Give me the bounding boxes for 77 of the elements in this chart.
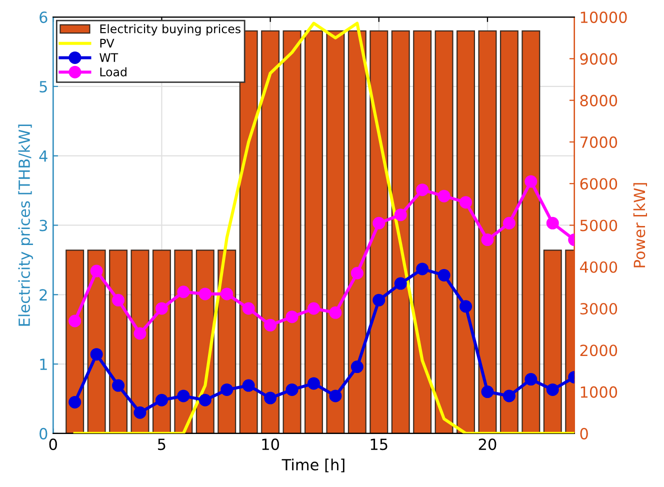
point	[502, 390, 516, 402]
y-tick-label: 2	[40, 289, 47, 300]
point	[460, 196, 472, 209]
y-axis-title: Electricity prices [THB/kW]	[18, 124, 33, 326]
point	[460, 300, 472, 313]
point	[394, 277, 407, 290]
point	[220, 288, 234, 300]
point	[242, 302, 255, 315]
y-tick-label: 1	[40, 358, 47, 370]
y2-tick-label: 5000	[580, 220, 618, 232]
point	[198, 288, 212, 300]
point	[90, 348, 103, 361]
y-tick-label: 3	[40, 220, 48, 232]
point	[329, 390, 342, 402]
point	[177, 390, 190, 402]
point	[286, 383, 298, 396]
point	[372, 294, 386, 306]
y2-tick-label: 8000	[580, 94, 618, 106]
legend-label: Load	[100, 67, 126, 76]
legend-label: Electricity buying prices	[100, 24, 240, 36]
point	[307, 377, 320, 390]
point	[198, 394, 212, 406]
point	[481, 386, 494, 398]
point	[416, 184, 429, 196]
x-tick-label: 10	[262, 438, 280, 450]
point	[264, 392, 277, 404]
y2-tick-label: 2000	[580, 344, 618, 356]
point	[155, 394, 168, 406]
x-tick-label: 15	[370, 438, 388, 450]
point	[350, 360, 364, 374]
point	[416, 262, 429, 276]
y-tick-label: 6	[40, 12, 48, 24]
y2-tick-label: 10000	[580, 12, 627, 24]
y2-tick-label: 3000	[580, 302, 618, 315]
point	[438, 190, 450, 202]
legend-label: PV	[100, 38, 114, 48]
point	[372, 216, 386, 230]
point	[155, 302, 168, 315]
y-tick-label: 0	[40, 428, 48, 440]
point	[524, 373, 538, 386]
point	[264, 318, 277, 332]
y2-tick-label: 0	[580, 428, 588, 440]
point	[134, 327, 146, 340]
point	[68, 314, 82, 328]
point	[220, 383, 234, 396]
y2-tick-label: 1000	[580, 386, 618, 398]
point	[502, 216, 516, 230]
y2-axis-title: Power [kW]	[633, 183, 648, 268]
x-tick-label: 5	[158, 438, 166, 450]
x-tick-label: 0	[49, 438, 57, 450]
point	[90, 264, 103, 278]
point	[177, 286, 190, 298]
x-tick-label: 20	[478, 438, 496, 450]
point	[350, 266, 364, 280]
y-tick-label: 4	[39, 150, 48, 162]
x-axis-title: Time [h]	[282, 458, 344, 472]
y2-tick-label: 6000	[580, 178, 618, 190]
y2-tick-label: 7000	[580, 136, 618, 148]
point	[242, 379, 255, 392]
point	[438, 268, 450, 282]
point	[546, 216, 559, 230]
point	[68, 396, 82, 408]
point	[307, 302, 320, 315]
point	[112, 379, 125, 392]
point	[481, 234, 494, 246]
y2-tick-label: 9000	[580, 53, 618, 65]
point	[112, 294, 125, 306]
point	[546, 383, 559, 396]
y-tick-label: 5	[40, 81, 47, 92]
line-series	[73, 22, 574, 434]
legend-label: WT	[100, 53, 118, 62]
point	[394, 208, 407, 222]
point	[524, 175, 538, 188]
point	[329, 306, 342, 319]
y2-tick-label: 4000	[580, 261, 618, 273]
point	[134, 406, 146, 419]
point	[286, 310, 298, 324]
